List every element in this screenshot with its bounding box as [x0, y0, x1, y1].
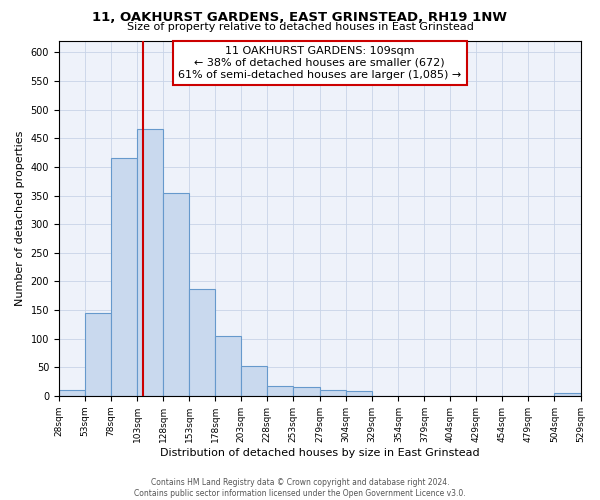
Bar	[267, 386, 293, 396]
Bar	[241, 366, 267, 396]
Bar	[215, 336, 241, 396]
Text: 11, OAKHURST GARDENS, EAST GRINSTEAD, RH19 1NW: 11, OAKHURST GARDENS, EAST GRINSTEAD, RH…	[92, 11, 508, 24]
Bar	[320, 390, 346, 396]
Text: Size of property relative to detached houses in East Grinstead: Size of property relative to detached ho…	[127, 22, 473, 32]
Bar	[137, 128, 163, 396]
Y-axis label: Number of detached properties: Number of detached properties	[15, 130, 25, 306]
Bar	[293, 388, 320, 396]
Bar	[59, 390, 85, 396]
Text: Contains HM Land Registry data © Crown copyright and database right 2024.
Contai: Contains HM Land Registry data © Crown c…	[134, 478, 466, 498]
Bar	[111, 158, 137, 396]
Bar	[189, 289, 215, 396]
Bar	[346, 392, 372, 396]
Bar	[554, 393, 581, 396]
X-axis label: Distribution of detached houses by size in East Grinstead: Distribution of detached houses by size …	[160, 448, 479, 458]
Bar	[85, 314, 111, 396]
Text: 11 OAKHURST GARDENS: 109sqm
← 38% of detached houses are smaller (672)
61% of se: 11 OAKHURST GARDENS: 109sqm ← 38% of det…	[178, 46, 461, 80]
Bar	[163, 192, 189, 396]
